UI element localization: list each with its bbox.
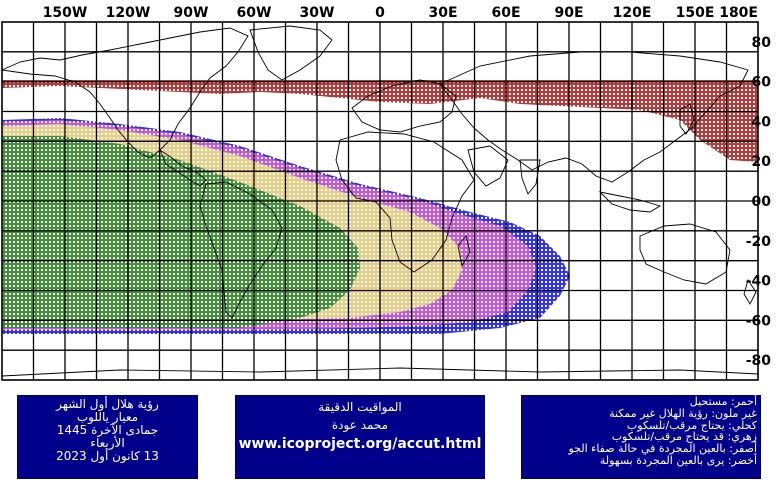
lon-label: 120W — [106, 5, 151, 21]
title-panel: رؤية هلال أول الشهر معيار ياللوب جمادى ا… — [17, 395, 198, 479]
lon-label: 120E — [613, 5, 652, 21]
lat-label: -80 — [746, 353, 772, 369]
lon-label: 150W — [43, 5, 88, 21]
lon-label: 90W — [174, 5, 209, 21]
legend-green: أخضر: يرى بالعين المجردة بسهولة — [599, 453, 757, 467]
title-line-1: رؤية هلال أول الشهر — [56, 397, 159, 411]
map-frame — [1, 21, 759, 381]
lat-label: -40 — [746, 274, 772, 290]
credits-line-2: محمد عودة — [331, 418, 389, 432]
lat-label: 00 — [752, 194, 772, 210]
latitude-labels: 80 60 40 20 00 -20 -40 -60 -80 — [746, 35, 772, 369]
legend-red: أحمر: مستحيل — [689, 395, 757, 408]
credits-url[interactable]: www.icoproject.org/accut.html — [238, 436, 482, 452]
lon-label: 30E — [428, 5, 457, 21]
legend-yellow: أصفر: بالعين المجردة في حالة صفاء الجو — [568, 442, 757, 456]
credits-line-1: المواقيت الدقيقة — [318, 400, 402, 414]
lon-label: 90E — [554, 5, 583, 21]
lon-label: 60W — [237, 5, 272, 21]
legend-navy: كحلي: يحتاج مرقب/تلسكوب — [626, 418, 757, 432]
lat-lon-grid — [2, 22, 758, 380]
title-line-2: معيار ياللوب — [76, 410, 139, 424]
title-line-5: 13 كانون أول 2023 — [56, 449, 159, 463]
longitude-labels: 150W 120W 90W 60W 30W 0 30E 60E 90E 120E 150E 180E — [43, 5, 758, 21]
lat-label: 80 — [752, 35, 772, 51]
lat-label: 40 — [752, 114, 772, 130]
credits-panel: المواقيت الدقيقة محمد عودة www.icoprojec… — [235, 395, 485, 479]
zone-green — [2, 136, 360, 328]
lon-label: 180E — [719, 5, 758, 21]
legend-panel: أحمر: مستحيل غير ملون: رؤية الهلال غير م… — [521, 395, 761, 479]
lat-label: -20 — [746, 234, 772, 250]
title-line-4: الأربعاء — [90, 436, 125, 450]
title-line-3: جمادى الآخرة 1445 — [56, 423, 159, 437]
legend-pink: زهري: قد يحتاج مرقب/تلسكوب — [611, 430, 757, 444]
lon-label: 150E — [676, 5, 715, 21]
lon-label: 60E — [491, 5, 520, 21]
lat-label: 60 — [752, 75, 772, 91]
lat-label: 20 — [752, 154, 772, 170]
lon-label: 0 — [375, 5, 385, 21]
lat-label: -60 — [746, 313, 772, 329]
lon-label: 30W — [300, 5, 335, 21]
legend-uncolored: غير ملون: رؤية الهلال غير ممكنة — [609, 406, 757, 420]
